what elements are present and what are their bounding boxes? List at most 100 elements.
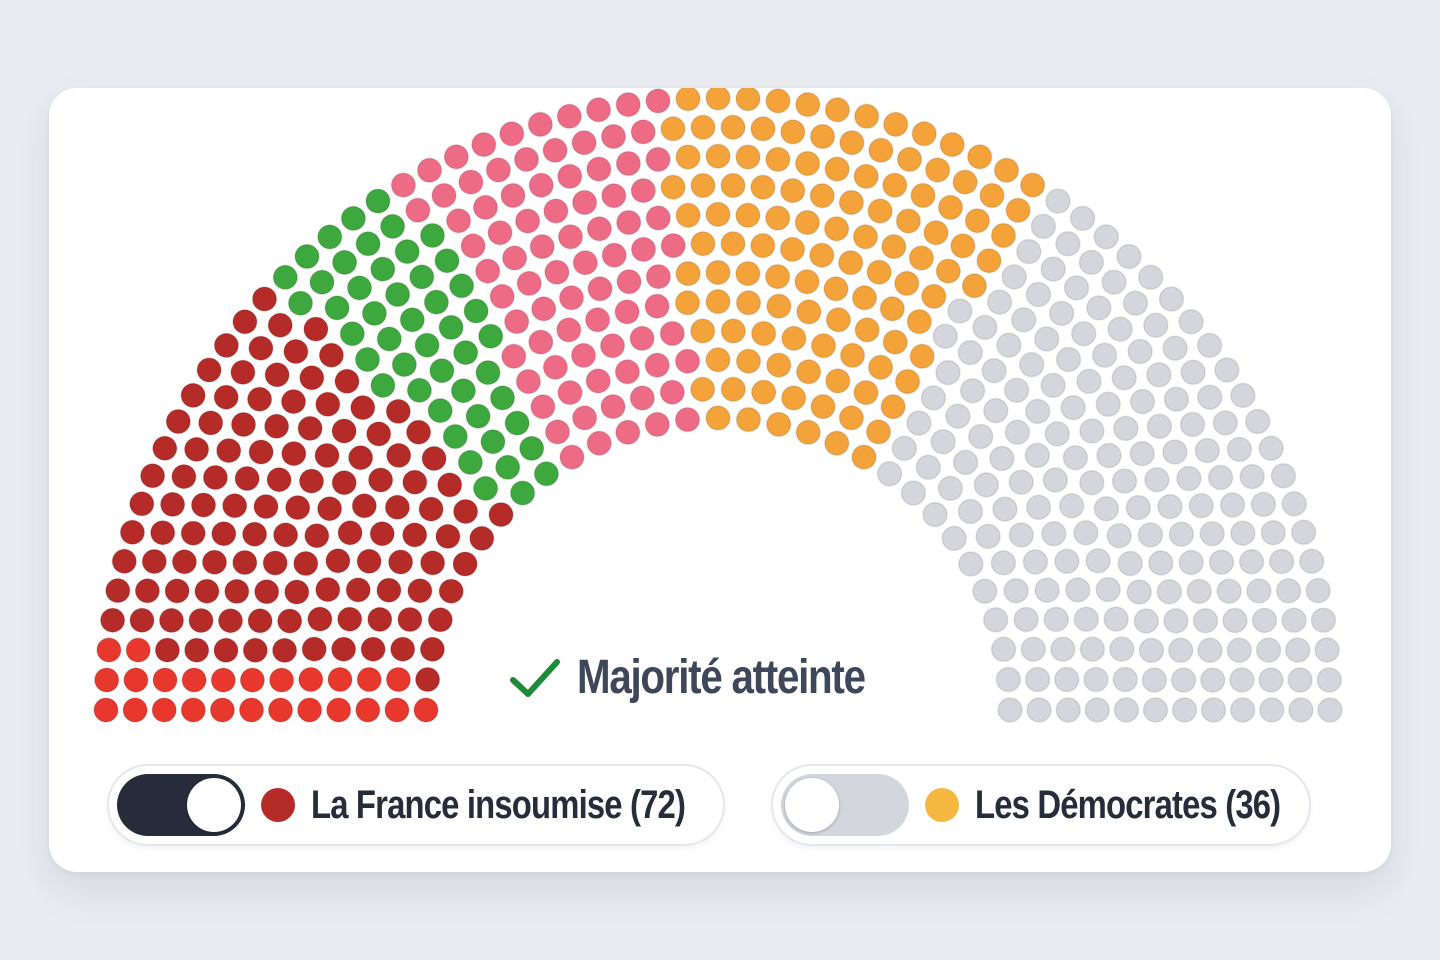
seat-orange (809, 123, 836, 150)
seat-empty (1199, 520, 1225, 547)
seat-orange (690, 172, 716, 199)
seat-pink (500, 182, 526, 209)
seat-empty (1239, 463, 1265, 490)
seat-orange (937, 194, 964, 221)
seat-lfi_dark (367, 467, 394, 493)
seat-empty (1050, 636, 1076, 662)
seat-lfi_bright (180, 697, 207, 723)
seat-empty (1127, 338, 1153, 365)
seat-green (509, 480, 536, 506)
seat-empty (1117, 550, 1143, 577)
seat-orange (895, 208, 922, 234)
seat-orange (825, 307, 852, 333)
seat-green (370, 256, 396, 282)
seat-pink (586, 430, 612, 456)
seat-empty (1178, 549, 1204, 576)
seat-orange (766, 293, 792, 319)
seat-orange (824, 156, 850, 182)
seat-empty (1091, 342, 1118, 368)
seat-lfi_dark (315, 576, 341, 603)
seat-green (438, 314, 464, 341)
seat-orange (976, 247, 1002, 274)
seat-green (379, 213, 406, 240)
seat-pink (645, 146, 671, 173)
seat-empty (1167, 637, 1194, 664)
seat-lfi_bright (327, 666, 353, 693)
seat-empty (1055, 697, 1081, 723)
seat-lfi_dark (234, 465, 260, 492)
seat-lfi_dark (385, 398, 412, 425)
seat-orange (735, 202, 761, 229)
legend-item-lfi[interactable]: La France insoumise (72) (107, 764, 725, 846)
seat-green (294, 243, 320, 270)
seat-lfi_dark (129, 491, 155, 517)
seat-empty (986, 289, 1013, 315)
seat-empty (1168, 521, 1195, 547)
majority-indicator: Majorité atteinte (509, 650, 920, 705)
seat-empty (1095, 576, 1121, 603)
seat-empty (1043, 606, 1069, 633)
seat-orange (961, 273, 988, 299)
seat-empty (1179, 411, 1206, 438)
legend-item-democrates[interactable]: Les Démocrates (36) (771, 764, 1311, 846)
seat-orange (824, 97, 851, 123)
seat-orange (794, 268, 820, 295)
seat-green (391, 351, 418, 378)
seat-empty (995, 666, 1022, 693)
seat-empty (967, 423, 994, 450)
seat-lfi_dark (385, 442, 412, 469)
seat-empty (1044, 421, 1071, 447)
seat-lfi_dark (266, 466, 292, 493)
seat-empty (1054, 666, 1080, 693)
seat-green (287, 290, 314, 316)
seat-orange (867, 198, 893, 224)
seat-lfi_dark (111, 548, 138, 575)
seat-pink (416, 157, 443, 184)
seat-orange (765, 146, 791, 173)
seat-lfi_dark (365, 421, 392, 447)
seat-lfi_dark (215, 437, 242, 464)
seat-lfi_dark (213, 332, 240, 359)
seat-orange (796, 299, 822, 325)
seat-green (272, 264, 299, 291)
seat-pink (559, 444, 585, 470)
seat-lfi_dark (469, 525, 495, 552)
seat-green (361, 300, 388, 327)
seat-empty (997, 697, 1023, 723)
seat-green (354, 346, 381, 373)
seat-empty (1226, 436, 1253, 463)
seat-empty (1095, 391, 1121, 418)
seat-lfi_bright (125, 637, 151, 663)
seat-lfi_dark (247, 608, 273, 634)
seat-orange (911, 121, 937, 147)
seat-empty (959, 377, 986, 404)
seat-lfi_dark (253, 578, 280, 605)
seat-green (309, 269, 335, 295)
seat-lfi_dark (224, 578, 250, 605)
seat-empty (1101, 269, 1127, 295)
seat-empty (906, 410, 932, 436)
seat-orange (720, 114, 746, 141)
seat-empty (1111, 468, 1138, 494)
seat-orange (705, 347, 731, 373)
seat-empty (930, 428, 956, 455)
seat-lfi_dark (307, 606, 333, 632)
toggle-democrates[interactable] (781, 774, 909, 836)
seat-empty (1229, 697, 1256, 723)
toggle-lfi[interactable] (117, 774, 245, 836)
seat-empty (1258, 667, 1284, 693)
toggle-knob (187, 778, 241, 832)
seat-orange (979, 182, 1005, 209)
seat-lfi_dark (248, 439, 274, 465)
seat-lfi_dark (304, 522, 330, 549)
seat-pink (431, 182, 457, 209)
seat-lfi_bright (210, 667, 237, 693)
seat-empty (1138, 637, 1165, 664)
seat-green (384, 281, 411, 308)
seat-lfi_dark (242, 637, 269, 664)
seat-lfi_dark (293, 550, 319, 577)
seat-empty (1040, 256, 1066, 282)
seat-lfi_dark (281, 440, 307, 467)
seat-green (423, 289, 450, 315)
seat-lfi_dark (318, 342, 345, 368)
